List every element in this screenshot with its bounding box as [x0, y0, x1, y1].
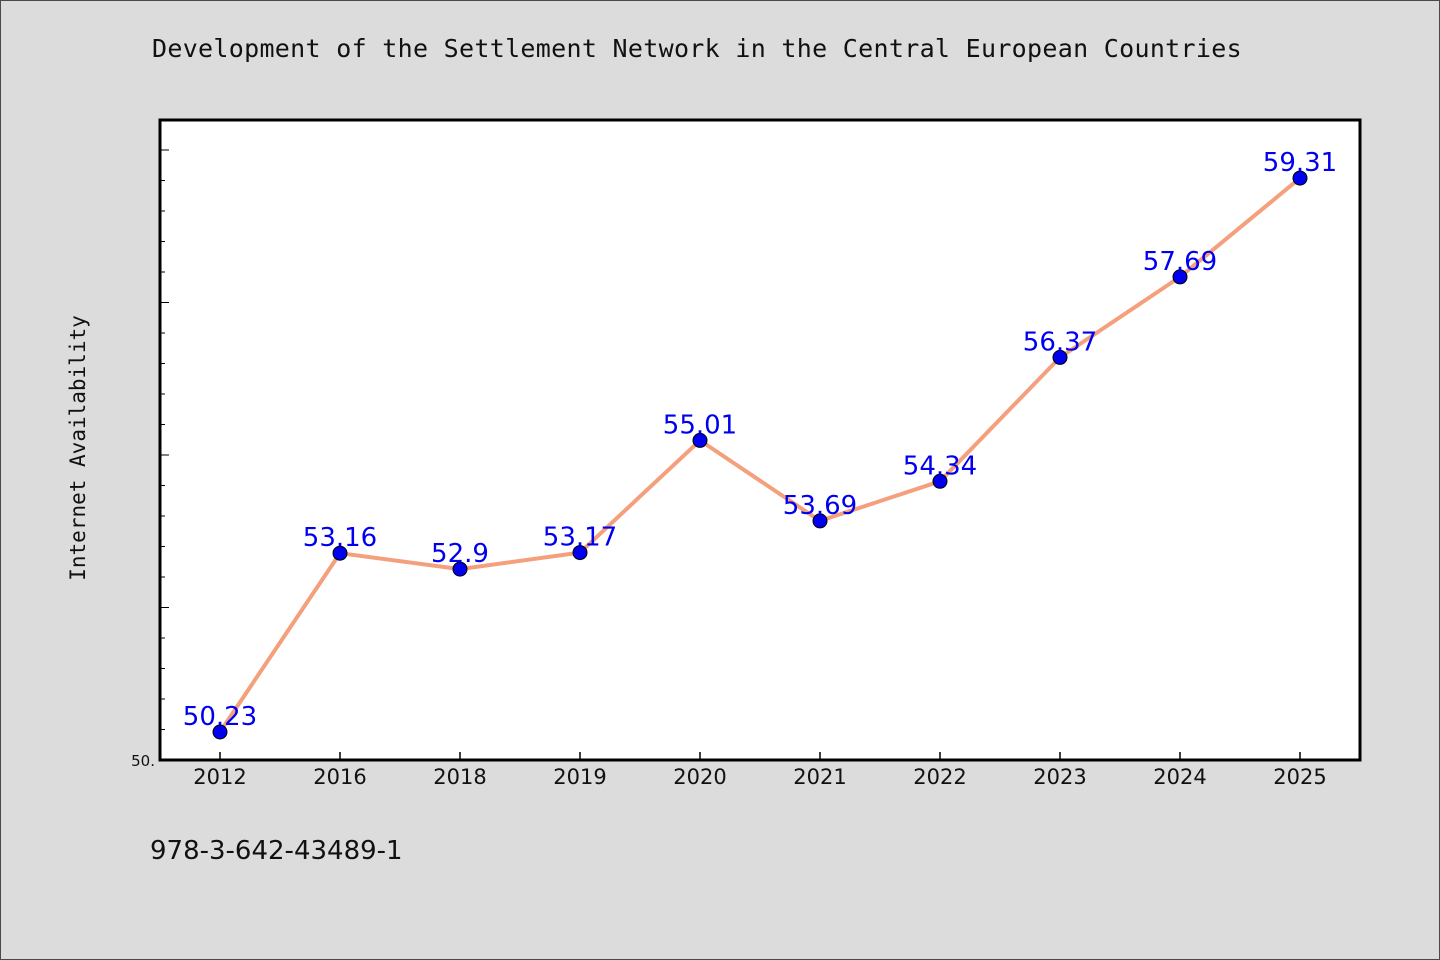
data-point	[812, 513, 828, 529]
x-tick-label: 2018	[433, 765, 486, 789]
data-point	[932, 473, 948, 489]
data-label: 59.31	[1263, 148, 1337, 178]
data-point	[1052, 349, 1068, 365]
data-point	[332, 545, 348, 561]
data-point	[572, 545, 588, 561]
data-point	[1292, 170, 1308, 186]
data-point	[692, 432, 708, 448]
data-label: 57.69	[1143, 247, 1217, 277]
x-axis-ticks: 2012 2016 2018 2019 2020 2021 2022 2023 2024 2025	[193, 752, 1327, 789]
x-tick-label: 2024	[1153, 765, 1206, 789]
x-tick-label: 2025	[1273, 765, 1326, 789]
data-label: 54.34	[903, 451, 977, 481]
series-layer: 50.23 53.16 52.9 53.17 55.01 53.69 54.34 56.37 5…	[183, 148, 1337, 740]
data-point	[1172, 269, 1188, 285]
series-line	[218, 176, 1302, 734]
data-point	[452, 561, 468, 577]
data-label: 50.23	[183, 702, 257, 732]
data-label: 53.69	[783, 491, 857, 521]
data-label: 53.17	[543, 523, 617, 553]
data-label: 52.9	[431, 539, 489, 569]
y-tick-label: 50.	[131, 752, 155, 770]
x-tick-label: 2019	[553, 765, 606, 789]
data-label: 55.01	[663, 410, 737, 440]
x-tick-label: 2023	[1033, 765, 1086, 789]
data-point	[212, 724, 228, 740]
x-tick-label: 2022	[913, 765, 966, 789]
x-tick-label: 2012	[193, 765, 246, 789]
x-tick-label: 2016	[313, 765, 366, 789]
chart-title: Development of the Settlement Network in…	[152, 34, 1242, 63]
x-tick-label: 2021	[793, 765, 846, 789]
data-label: 56.37	[1023, 327, 1097, 357]
isbn-code: 978-3-642-43489-1	[150, 836, 403, 866]
data-label: 53.16	[303, 523, 377, 553]
plot-area	[158, 118, 1362, 762]
y-axis-ticks	[160, 149, 169, 761]
x-tick-label: 2020	[673, 765, 726, 789]
